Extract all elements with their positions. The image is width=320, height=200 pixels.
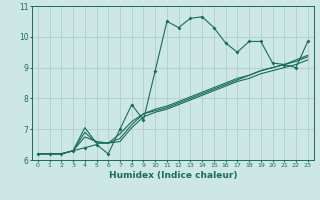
X-axis label: Humidex (Indice chaleur): Humidex (Indice chaleur) [108, 171, 237, 180]
